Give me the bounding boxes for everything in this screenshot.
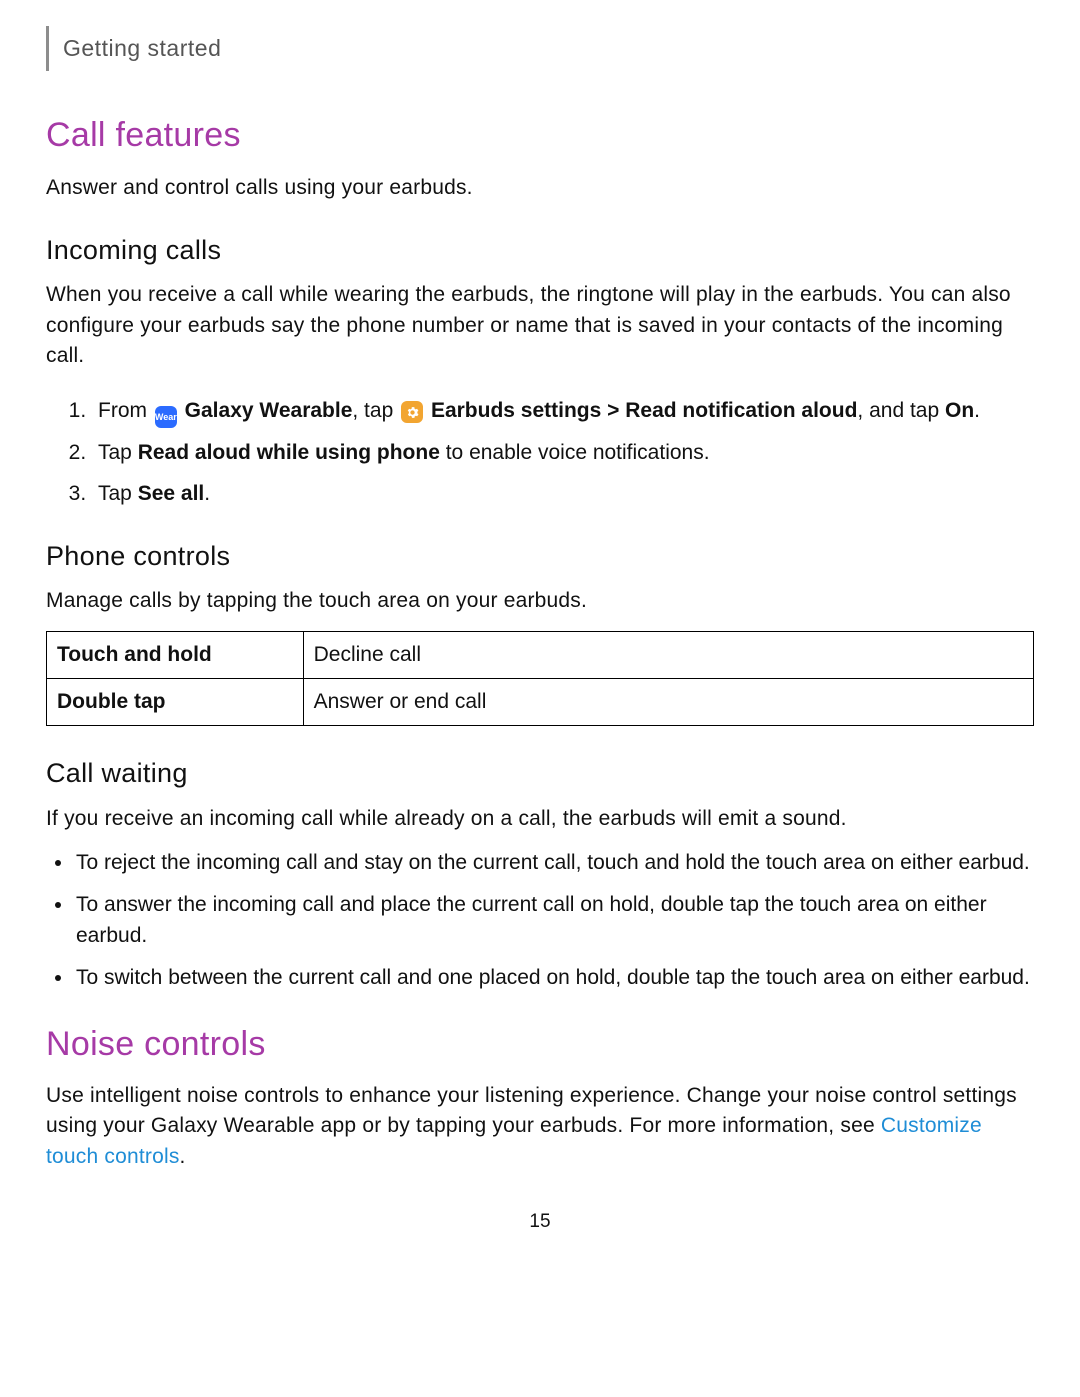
step-1-on: On (945, 399, 974, 422)
settings-path: Earbuds settings > Read notification alo… (431, 399, 857, 422)
gear-icon (401, 401, 423, 423)
step-3-bold: See all (138, 482, 205, 505)
noise-body-pre: Use intelligent noise controls to enhanc… (46, 1084, 1017, 1137)
step-3-post: . (204, 482, 210, 505)
step-1-mid2: , and tap (857, 399, 945, 422)
phone-controls-table: Touch and hold Decline call Double tap A… (46, 631, 1034, 727)
subsection-call-waiting: Call waiting (46, 754, 1034, 793)
noise-body-post: . (180, 1145, 186, 1168)
table-cell-result: Decline call (303, 631, 1033, 678)
phone-controls-body: Manage calls by tapping the touch area o… (46, 586, 1034, 616)
wear-label: Galaxy Wearable (185, 399, 353, 422)
section-lead: Answer and control calls using your earb… (46, 173, 1034, 203)
list-item: To switch between the current call and o… (74, 963, 1034, 993)
call-waiting-bullets: To reject the incoming call and stay on … (46, 848, 1034, 994)
section-title-noise-controls: Noise controls (46, 1020, 1034, 1069)
step-1-mid1: , tap (352, 399, 399, 422)
incoming-steps: From Wear Galaxy Wearable, tap Earbuds s… (46, 396, 1034, 509)
noise-body: Use intelligent noise controls to enhanc… (46, 1081, 1034, 1172)
list-item: To answer the incoming call and place th… (74, 890, 1034, 951)
subsection-phone-controls: Phone controls (46, 537, 1034, 576)
step-3: Tap See all. (92, 479, 1034, 509)
table-row: Double tap Answer or end call (47, 678, 1034, 725)
breadcrumb: Getting started (46, 26, 1034, 71)
step-2-post: to enable voice notifications. (440, 441, 710, 464)
step-1-end: . (974, 399, 980, 422)
step-1: From Wear Galaxy Wearable, tap Earbuds s… (92, 396, 1034, 429)
list-item: To reject the incoming call and stay on … (74, 848, 1034, 878)
table-cell-result: Answer or end call (303, 678, 1033, 725)
step-2: Tap Read aloud while using phone to enab… (92, 438, 1034, 468)
call-waiting-body: If you receive an incoming call while al… (46, 804, 1034, 834)
step-3-pre: Tap (98, 482, 138, 505)
incoming-body: When you receive a call while wearing th… (46, 280, 1034, 371)
subsection-incoming-calls: Incoming calls (46, 231, 1034, 270)
step-2-pre: Tap (98, 441, 138, 464)
breadcrumb-text: Getting started (63, 35, 221, 61)
section-title-call-features: Call features (46, 111, 1034, 160)
wear-icon: Wear (155, 406, 177, 428)
table-cell-action: Double tap (47, 678, 304, 725)
table-row: Touch and hold Decline call (47, 631, 1034, 678)
table-cell-action: Touch and hold (47, 631, 304, 678)
step-1-text-pre: From (98, 399, 153, 422)
page-number: 15 (46, 1208, 1034, 1236)
step-2-bold: Read aloud while using phone (138, 441, 440, 464)
